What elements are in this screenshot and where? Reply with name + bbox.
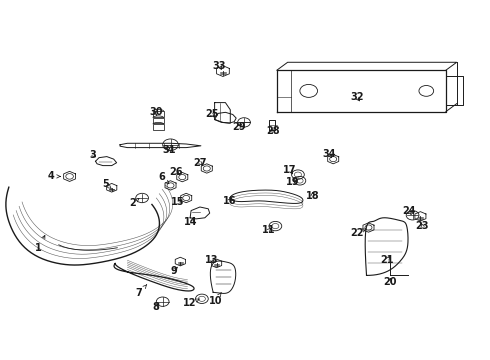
Text: 4: 4 [48,171,60,181]
Text: 31: 31 [162,145,176,156]
Text: 5: 5 [102,179,112,189]
Text: 15: 15 [171,197,184,207]
Text: 2: 2 [129,198,139,208]
Text: 12: 12 [183,298,199,308]
Text: 11: 11 [262,225,275,235]
Text: 30: 30 [149,107,163,117]
Text: 9: 9 [171,266,177,276]
Text: 19: 19 [286,177,300,187]
Text: 16: 16 [222,196,236,206]
Text: 25: 25 [205,109,219,120]
Text: 10: 10 [209,293,222,306]
Text: 20: 20 [383,276,396,287]
Text: 28: 28 [267,126,280,136]
Text: 27: 27 [193,158,207,168]
Bar [153,124,164,130]
Text: 22: 22 [350,228,366,238]
Text: 6: 6 [158,172,169,184]
Text: 1: 1 [35,235,45,253]
Text: 32: 32 [350,92,364,102]
Text: 24: 24 [402,206,416,216]
Text: 3: 3 [90,150,97,160]
Text: 7: 7 [135,285,147,298]
Text: 23: 23 [416,221,429,231]
Text: 17: 17 [283,165,297,175]
Text: 34: 34 [322,149,336,159]
Text: 21: 21 [380,255,394,265]
Text: 26: 26 [170,167,183,177]
Text: 33: 33 [213,60,226,71]
Text: 8: 8 [152,302,159,312]
Text: 13: 13 [205,255,219,265]
Bar [153,118,164,123]
Bar [153,111,164,117]
Text: 18: 18 [306,191,319,201]
Text: 29: 29 [232,122,246,132]
Text: 14: 14 [184,217,198,228]
